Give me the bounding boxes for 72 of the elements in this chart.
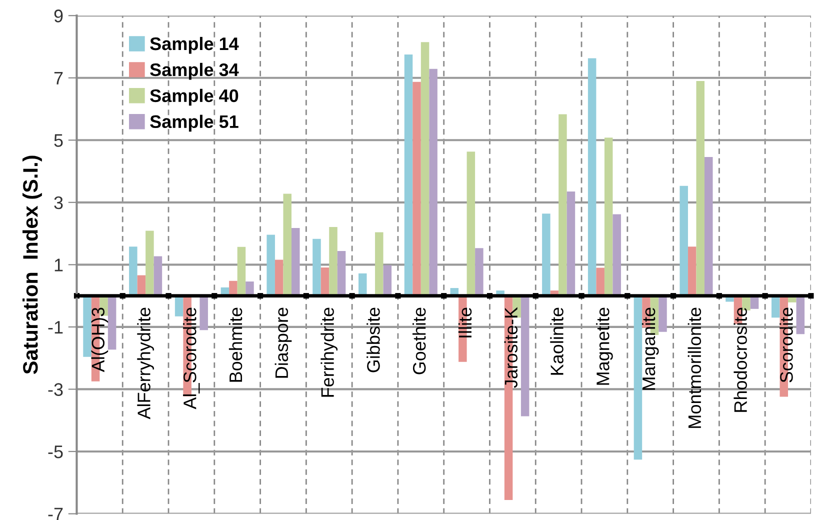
bar [796, 296, 805, 334]
y-tick-label: 9 [54, 10, 63, 22]
bar [420, 42, 430, 296]
x-tick-label: Rhodocrosite [734, 308, 747, 412]
bar [358, 273, 367, 296]
y-tick-label: -7 [48, 508, 63, 520]
bar [566, 192, 576, 296]
x-tick-label: Ferrihydrite [320, 308, 338, 397]
bar [520, 296, 530, 416]
x-tick-label: Boehmite [228, 308, 242, 382]
bar [83, 296, 92, 357]
bar [704, 156, 713, 296]
bar [412, 82, 421, 296]
bar [634, 296, 642, 460]
bar [588, 58, 596, 296]
bar [475, 248, 484, 296]
bar [129, 246, 138, 296]
x-tick-label: Magnetite [596, 308, 613, 385]
bar [688, 246, 696, 296]
bar [274, 260, 284, 296]
bar [542, 214, 550, 296]
legend-label: Sample 51 [150, 114, 238, 132]
x-tick-label: Kaolinite [550, 308, 564, 375]
x-tick-label: Goethite [412, 308, 426, 374]
bar [200, 296, 208, 330]
bar [283, 194, 292, 296]
bar [329, 227, 338, 296]
bar [558, 114, 567, 296]
bar [696, 80, 705, 296]
bar [312, 238, 321, 296]
bar [772, 296, 780, 318]
y-axis-title: Saturation Index (S.I.) [22, 156, 42, 374]
bar [466, 152, 476, 296]
bar [154, 256, 162, 296]
bar [612, 214, 621, 296]
bar [604, 138, 613, 296]
bar [375, 232, 384, 296]
bar [174, 296, 184, 316]
y-tick-label: 1 [54, 258, 63, 272]
bar [596, 268, 604, 296]
legend-label: Sample 14 [150, 36, 239, 54]
x-tick-label: Jarosite-K [504, 307, 518, 388]
y-tick-label: 5 [54, 134, 63, 147]
bar [429, 68, 438, 296]
bar [108, 296, 116, 350]
y-tick-label: -3 [48, 383, 63, 396]
y-tick-label: -1 [48, 321, 63, 334]
x-tick-label: Gibbsite [366, 308, 380, 372]
x-tick-label: Diaspore [274, 308, 292, 378]
bar [291, 228, 300, 296]
bar [146, 230, 154, 296]
x-tick-label: Manganite [642, 308, 659, 390]
x-tick-label: Illite [458, 308, 472, 338]
x-tick-label: Al(OH)3 [91, 308, 108, 372]
bar [404, 54, 413, 296]
bar [680, 186, 688, 296]
y-tick-label: -5 [48, 446, 63, 458]
bar [266, 234, 275, 296]
bar [337, 250, 346, 296]
bar [658, 296, 667, 332]
legend-label: Sample 34 [150, 62, 239, 80]
bar [320, 267, 330, 296]
bar [383, 265, 392, 296]
x-tick-label: Montmorillonite [688, 308, 702, 428]
bar [237, 246, 246, 296]
x-tick-label: Scorodite [780, 308, 793, 382]
legend-label: Sample 40 [150, 88, 238, 106]
x-tick-label: AlFerryhydrite [137, 308, 154, 420]
bar [246, 281, 254, 296]
y-tick-label: 3 [54, 196, 63, 210]
y-tick-label: 7 [54, 72, 63, 84]
x-tick-label: Al_Scorodite [183, 308, 200, 410]
